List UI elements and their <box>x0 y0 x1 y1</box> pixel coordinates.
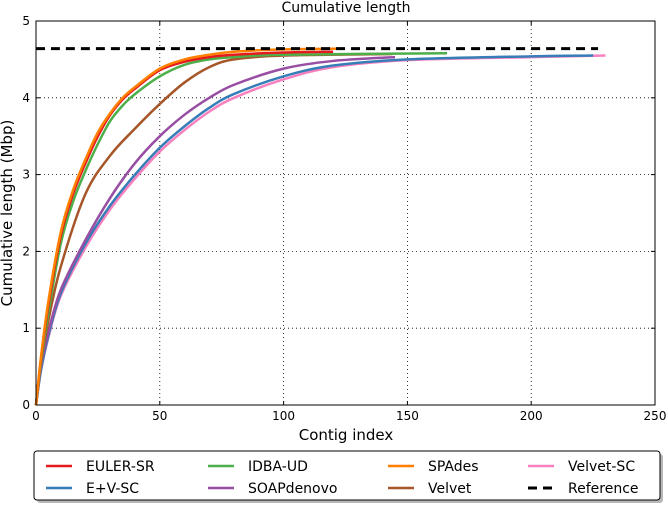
y-axis-label: Cumulative length (Mbp) <box>0 120 16 307</box>
series-line-euler-sr <box>34 50 334 406</box>
series-line-velvet <box>34 52 393 406</box>
y-tick-label: 4 <box>22 91 30 105</box>
legend-label: Velvet <box>428 481 472 497</box>
series-lines <box>34 47 606 406</box>
x-tick-label: 50 <box>152 409 167 423</box>
x-tick-label: 100 <box>272 409 295 423</box>
legend-label: EULER-SR <box>86 459 155 475</box>
x-tick-label: 150 <box>396 409 419 423</box>
series-line-soapdenovo <box>34 55 396 406</box>
x-tick-label: 200 <box>520 409 543 423</box>
legend-label: E+V-SC <box>86 481 139 497</box>
series-line-idba-ud <box>34 52 448 406</box>
y-tick-label: 0 <box>22 398 30 412</box>
x-axis-label: Contig index <box>299 426 394 444</box>
x-tick-label: 250 <box>644 409 667 423</box>
grid <box>36 21 655 405</box>
chart-title: Cumulative length <box>282 0 411 16</box>
legend-label: Reference <box>568 481 639 497</box>
legend-label: SOAPdenovo <box>248 481 337 497</box>
legend-label: SPAdes <box>428 459 479 475</box>
plot-frame <box>35 20 656 406</box>
legend-label: Velvet-SC <box>568 459 635 475</box>
legend-label: IDBA-UD <box>248 459 308 475</box>
y-tick-label: 3 <box>22 168 30 182</box>
y-tick-label: 5 <box>22 14 30 28</box>
axis-ticks: 0 50 100 150 200 250 0 1 2 3 4 5 <box>22 14 666 423</box>
x-tick-label: 0 <box>32 409 40 423</box>
series-line-spades <box>34 47 344 406</box>
y-tick-label: 2 <box>22 244 30 258</box>
y-tick-label: 1 <box>22 321 30 335</box>
legend: EULER-SR E+V-SC IDBA-UD SOAPdenovo SPAdes Vel… <box>33 450 663 503</box>
